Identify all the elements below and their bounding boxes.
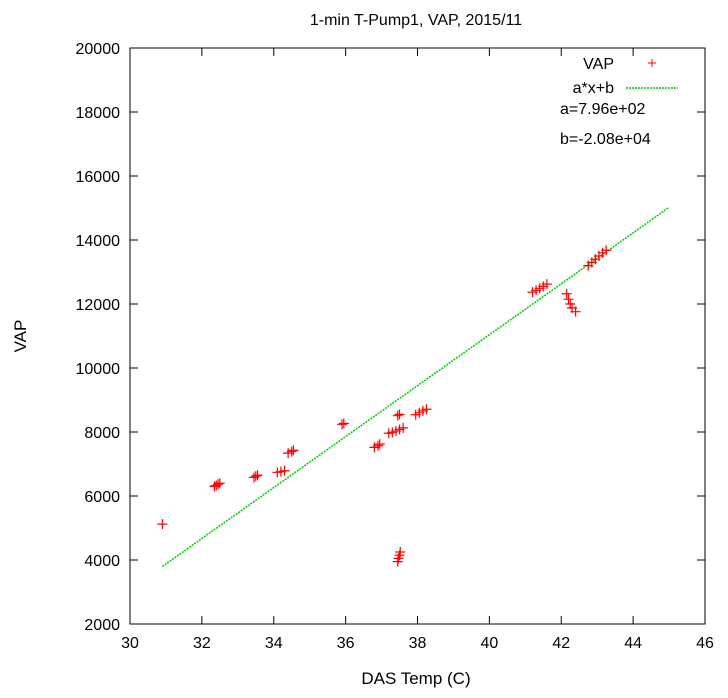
data-point bbox=[157, 519, 168, 530]
y-tick-label: 8000 bbox=[84, 425, 120, 442]
legend-label-vap: VAP bbox=[583, 56, 614, 73]
legend-label-fit: a*x+b bbox=[573, 80, 614, 97]
annotation-b: b=-2.08e+04 bbox=[560, 131, 651, 148]
x-tick-label: 42 bbox=[552, 635, 570, 652]
x-axis: 30 32 34 36 38 40 42 44 46 bbox=[121, 48, 714, 652]
chart-title-group: 1-min T-Pump1, VAP, 2015/11 bbox=[310, 12, 522, 29]
y-tick-label: 18000 bbox=[76, 105, 121, 122]
x-tick-label: 40 bbox=[480, 635, 498, 652]
x-tick-label: 36 bbox=[337, 635, 355, 652]
data-point bbox=[337, 419, 348, 430]
x-tick-label: 38 bbox=[409, 635, 427, 652]
chart-title: 1-min T-Pump1, VAP, 2015/11 bbox=[310, 12, 522, 29]
data-points bbox=[157, 245, 612, 567]
y-tick-label: 16000 bbox=[76, 169, 121, 186]
data-point bbox=[398, 422, 409, 433]
data-point bbox=[601, 245, 612, 256]
data-point bbox=[563, 294, 574, 305]
y-tick-label: 2000 bbox=[84, 617, 120, 634]
data-point bbox=[394, 409, 405, 420]
data-point bbox=[213, 479, 224, 490]
y-tick-label: 4000 bbox=[84, 553, 120, 570]
y-tick-label: 20000 bbox=[76, 41, 121, 58]
data-point bbox=[338, 418, 349, 429]
data-point bbox=[214, 478, 225, 489]
annotation-a: a=7.96e+02 bbox=[560, 101, 646, 118]
data-point bbox=[252, 470, 263, 481]
data-point bbox=[561, 288, 572, 299]
data-point bbox=[286, 446, 297, 457]
fit-line bbox=[161, 206, 670, 568]
data-point bbox=[279, 465, 290, 476]
x-tick-label: 30 bbox=[121, 635, 139, 652]
data-point bbox=[570, 306, 581, 317]
data-point bbox=[250, 471, 261, 482]
data-point bbox=[372, 440, 383, 451]
data-point bbox=[374, 439, 385, 450]
y-axis-label: VAP bbox=[11, 320, 30, 353]
x-tick-label: 44 bbox=[624, 635, 642, 652]
legend: VAP a*x+b a=7.96e+02 b=-2.08e+04 bbox=[560, 56, 678, 148]
data-point bbox=[421, 404, 432, 415]
y-axis: 2000 4000 6000 8000 10000 12000 14000 16000 1800… bbox=[76, 41, 705, 634]
y-tick-label: 12000 bbox=[76, 297, 121, 314]
x-tick-label: 32 bbox=[193, 635, 211, 652]
legend-plus-marker bbox=[648, 59, 656, 67]
y-tick-label: 14000 bbox=[76, 233, 121, 250]
legend-marker-vap bbox=[648, 59, 656, 67]
data-point bbox=[395, 547, 406, 557]
data-point bbox=[288, 445, 299, 456]
fit-line-group bbox=[161, 206, 670, 568]
x-axis-label: DAS Temp (C) bbox=[361, 669, 470, 688]
data-point bbox=[541, 279, 552, 290]
y-tick-label: 6000 bbox=[84, 489, 120, 506]
y-tick-label: 10000 bbox=[76, 361, 121, 378]
x-tick-label: 34 bbox=[265, 635, 283, 652]
data-point bbox=[392, 410, 403, 421]
x-tick-label: 46 bbox=[696, 635, 714, 652]
